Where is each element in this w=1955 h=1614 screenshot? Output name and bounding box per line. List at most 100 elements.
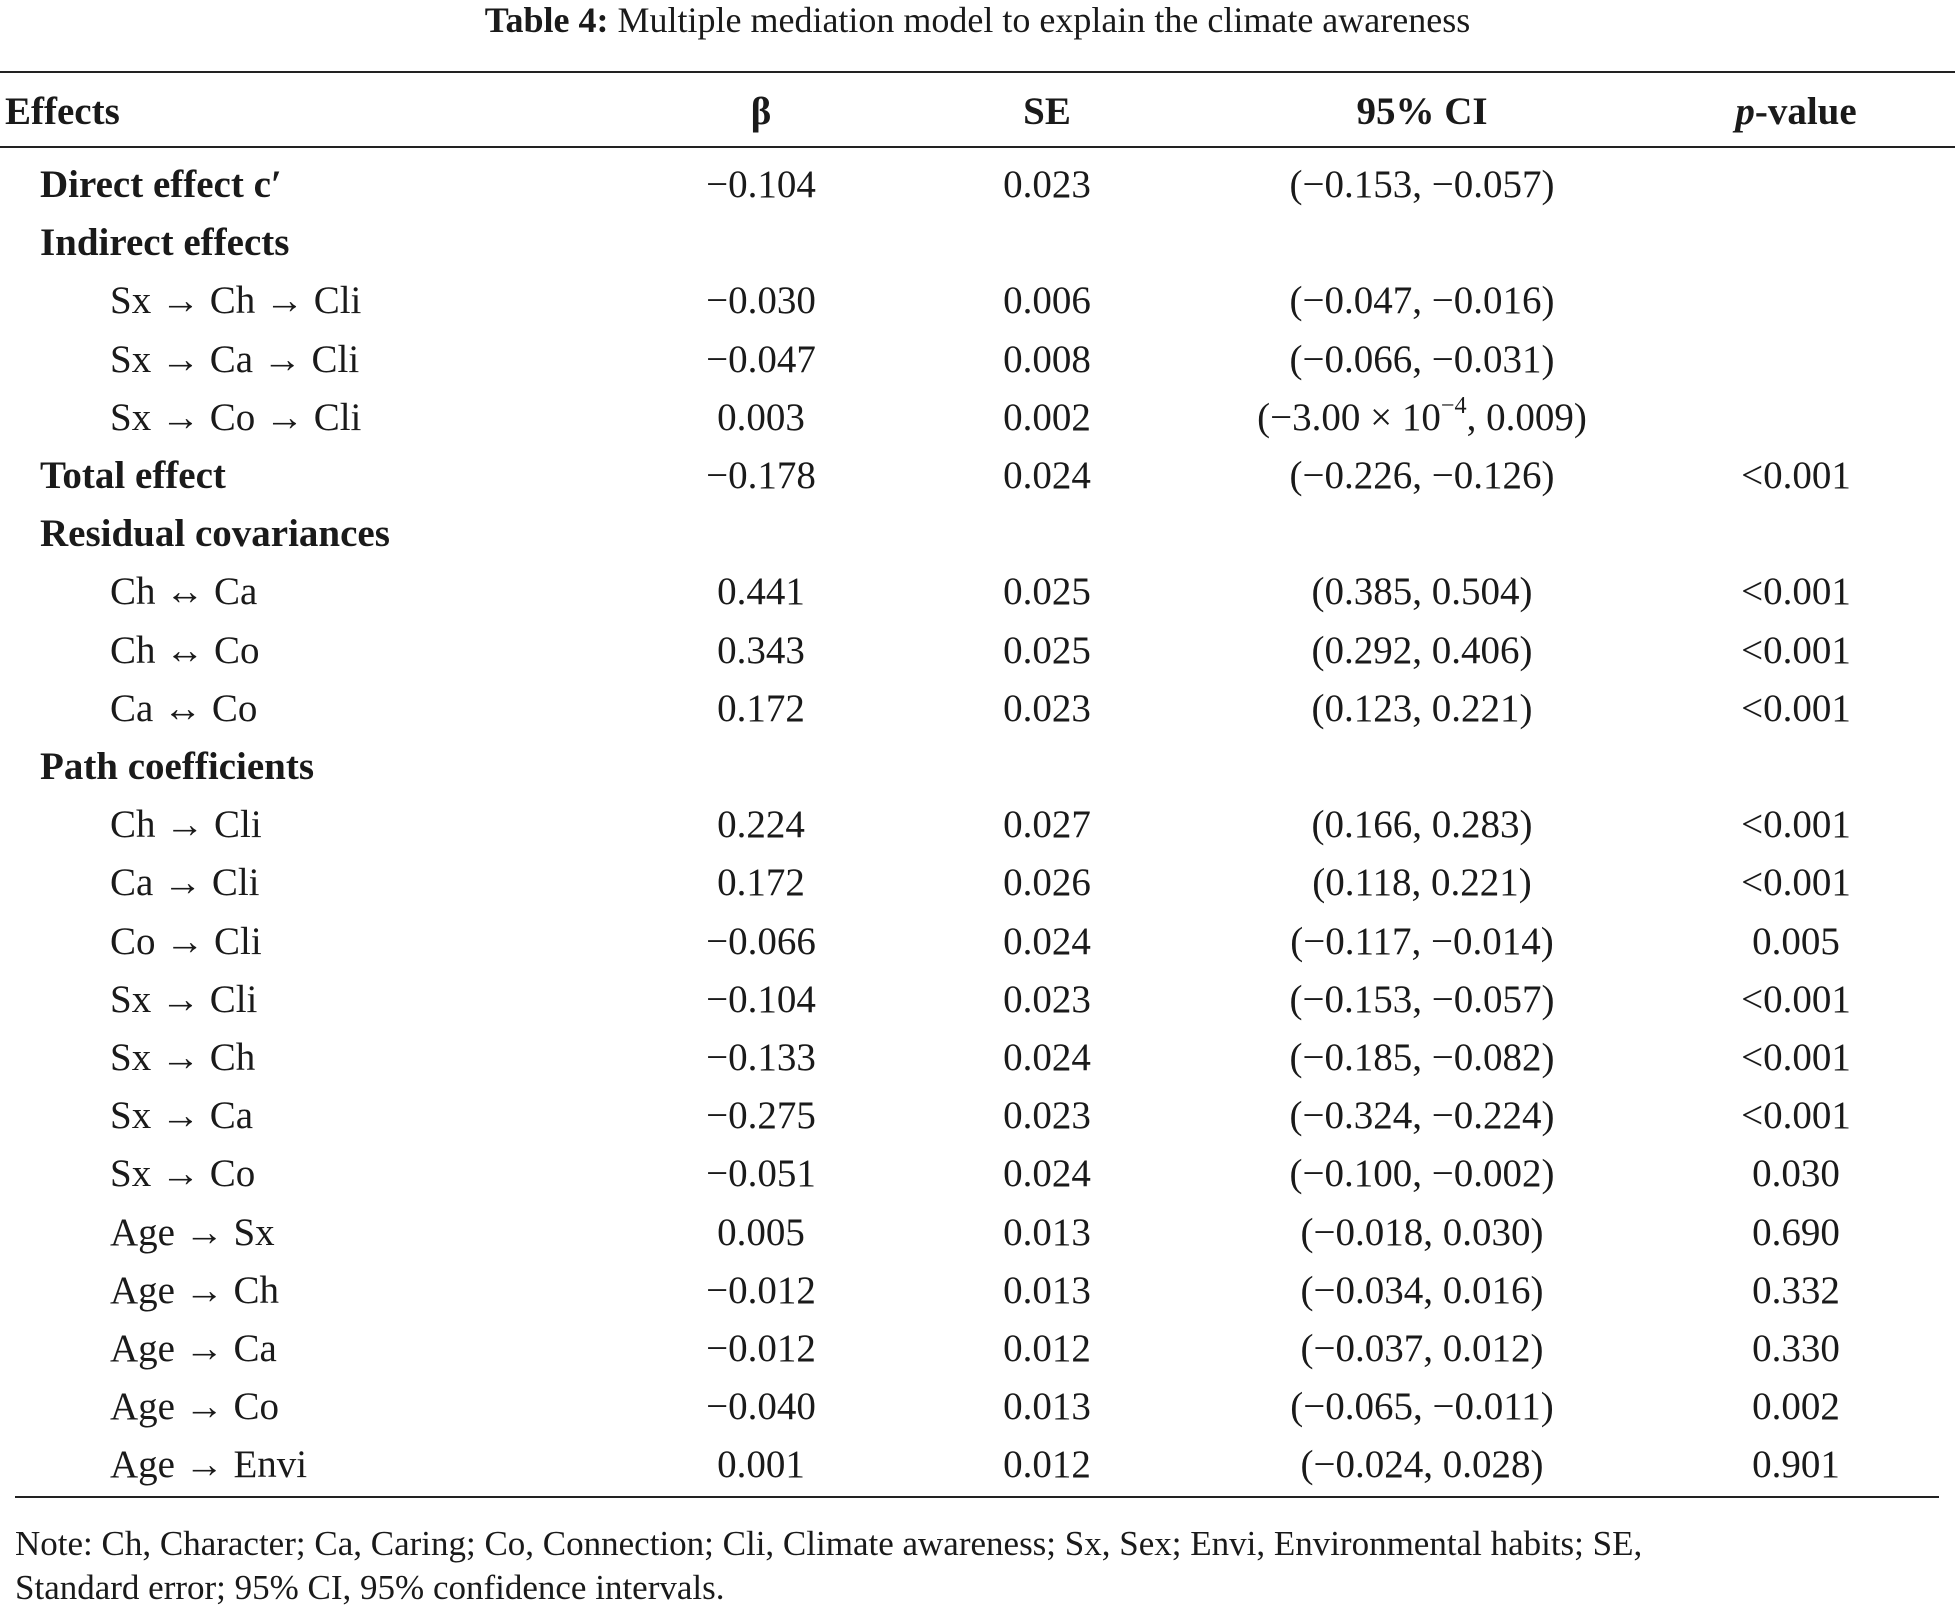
table-cell: 0.005 bbox=[1752, 919, 1840, 963]
table-cell: (−0.066, −0.031) bbox=[1289, 337, 1555, 381]
table-cell: (−0.024, 0.028) bbox=[1300, 1443, 1544, 1487]
table-cell: 0.002 bbox=[1003, 395, 1091, 439]
table-cell: <0.001 bbox=[1741, 570, 1851, 614]
table-cell: (−0.153, −0.057) bbox=[1289, 977, 1555, 1021]
table-cell: 0.030 bbox=[1752, 1152, 1840, 1196]
superscript: −4 bbox=[1440, 391, 1467, 419]
table-cell: 0.224 bbox=[717, 803, 805, 847]
effect-label: Ch ↔ Co bbox=[110, 628, 260, 672]
table-caption: Table 4: Multiple mediation model to exp… bbox=[0, 0, 1955, 40]
table-cell: −0.133 bbox=[706, 1036, 816, 1079]
table-cell: 0.023 bbox=[1003, 686, 1091, 730]
table-cell: 0.023 bbox=[1003, 163, 1091, 206]
italic-part: p bbox=[1735, 90, 1755, 133]
table-cell: 0.690 bbox=[1752, 1210, 1840, 1254]
table-cell: 0.024 bbox=[1003, 1036, 1091, 1079]
table-cell: −0.104 bbox=[706, 977, 816, 1021]
table-cell: 0.001 bbox=[717, 1443, 805, 1487]
effect-label: Sx → Ch bbox=[110, 1036, 256, 1079]
table-cell: 0.013 bbox=[1003, 1268, 1091, 1312]
table-cell: 0.024 bbox=[1003, 1152, 1091, 1196]
table-cell: (−0.117, −0.014) bbox=[1290, 919, 1554, 963]
table-cell: 0.441 bbox=[717, 570, 805, 614]
table-cell: −0.275 bbox=[706, 1094, 816, 1138]
table-cell: <0.001 bbox=[1741, 861, 1851, 905]
effect-label: Sx → Co bbox=[110, 1152, 256, 1196]
table-cell: (−0.153, −0.057) bbox=[1289, 163, 1555, 206]
table-cell: 0.901 bbox=[1752, 1443, 1840, 1487]
effect-label: Ch → Cli bbox=[110, 803, 262, 847]
table-cell: 0.172 bbox=[717, 686, 805, 730]
table-cell: (0.118, 0.221) bbox=[1312, 861, 1532, 905]
effect-label: Sx → Cli bbox=[110, 977, 258, 1021]
table-cell: 0.013 bbox=[1003, 1210, 1091, 1254]
section-label: Direct effect c′ bbox=[40, 163, 282, 206]
table-cell: (−0.037, 0.012) bbox=[1300, 1327, 1544, 1370]
effect-label: Ca ↔ Co bbox=[110, 686, 258, 730]
section-label: Indirect effects bbox=[40, 221, 290, 265]
table-cell: 0.003 bbox=[717, 395, 805, 439]
table-cell: (−0.018, 0.030) bbox=[1300, 1210, 1544, 1254]
table-cell: 0.005 bbox=[717, 1210, 805, 1254]
table-cell: <0.001 bbox=[1741, 686, 1851, 730]
effect-label: Age → Co bbox=[110, 1385, 279, 1429]
section-label: Residual covariances bbox=[40, 512, 390, 556]
table-cell: 0.012 bbox=[1003, 1327, 1091, 1370]
effect-label: Ca → Cli bbox=[110, 861, 260, 905]
table-cell: <0.001 bbox=[1741, 1094, 1851, 1138]
table-cell: −0.047 bbox=[706, 337, 816, 381]
table-cell: −0.030 bbox=[706, 279, 816, 323]
table-cell: −0.040 bbox=[706, 1385, 816, 1429]
note-line: Note: Ch, Character; Ca, Caring; Co, Con… bbox=[15, 1524, 1643, 1563]
table-cell: <0.001 bbox=[1741, 1036, 1851, 1079]
table-cell: (−0.034, 0.016) bbox=[1300, 1268, 1544, 1312]
table-cell: −0.051 bbox=[706, 1152, 816, 1196]
table-cell: 0.006 bbox=[1003, 279, 1091, 323]
text-part: -value bbox=[1754, 90, 1857, 133]
table-cell: 0.013 bbox=[1003, 1385, 1091, 1429]
table-cell: (−0.324, −0.224) bbox=[1289, 1094, 1555, 1138]
table-cell: (0.123, 0.221) bbox=[1311, 686, 1533, 730]
effect-label: Sx → Ca → Cli bbox=[110, 337, 360, 381]
table-cell: (0.166, 0.283) bbox=[1311, 803, 1533, 847]
section-label: Path coefficients bbox=[40, 745, 314, 788]
table-cell: (−0.047, −0.016) bbox=[1289, 279, 1555, 323]
effect-label: Age → Sx bbox=[110, 1210, 275, 1254]
table-cell: −0.012 bbox=[706, 1268, 816, 1312]
table-cell: 0.024 bbox=[1003, 919, 1091, 963]
table-cell: 0.026 bbox=[1003, 861, 1091, 905]
table-cell: 0.172 bbox=[717, 861, 805, 905]
section-label: Total effect bbox=[40, 454, 226, 497]
header-cell: Effects bbox=[5, 90, 120, 133]
caption-text: Multiple mediation model to explain the … bbox=[617, 0, 1471, 40]
top-rule bbox=[0, 71, 1955, 73]
effect-label: Age → Ch bbox=[110, 1268, 279, 1312]
table-cell: 0.012 bbox=[1003, 1443, 1091, 1487]
table-cell: <0.001 bbox=[1741, 803, 1851, 847]
table-cell: (−0.100, −0.002) bbox=[1289, 1152, 1555, 1196]
table-cell: (−0.065, −0.011) bbox=[1290, 1385, 1554, 1429]
table-cell: <0.001 bbox=[1741, 628, 1851, 672]
caption-label: Table 4: bbox=[484, 0, 609, 40]
table-cell: (−0.226, −0.126) bbox=[1289, 454, 1555, 497]
note-line: Standard error; 95% CI, 95% confidence i… bbox=[15, 1568, 725, 1607]
table-cell: 0.025 bbox=[1003, 628, 1091, 672]
effect-label: Sx → Co → Cli bbox=[110, 395, 362, 439]
bottom-rule bbox=[15, 1496, 1939, 1498]
header-cell: SE bbox=[1023, 90, 1071, 133]
table-cell: 0.024 bbox=[1003, 454, 1091, 497]
effect-label: Age → Envi bbox=[110, 1443, 308, 1487]
table-cell: 0.025 bbox=[1003, 570, 1091, 614]
table-note: Note: Ch, Character; Ca, Caring; Co, Con… bbox=[15, 1522, 1642, 1610]
table-cell: (0.385, 0.504) bbox=[1311, 570, 1533, 614]
table-cell: −0.104 bbox=[706, 163, 816, 206]
table-cell: −0.012 bbox=[706, 1327, 816, 1370]
effect-label: Co → Cli bbox=[110, 919, 262, 963]
table-cell: 0.023 bbox=[1003, 977, 1091, 1021]
header-cell: 95% CI bbox=[1356, 90, 1488, 133]
table-cell: <0.001 bbox=[1741, 977, 1851, 1021]
table-cell: 0.027 bbox=[1003, 803, 1091, 847]
text-part: (−3.00 × 10 bbox=[1257, 395, 1441, 439]
table-cell: (0.292, 0.406) bbox=[1311, 628, 1533, 672]
header-cell: p-value bbox=[1735, 89, 1856, 135]
